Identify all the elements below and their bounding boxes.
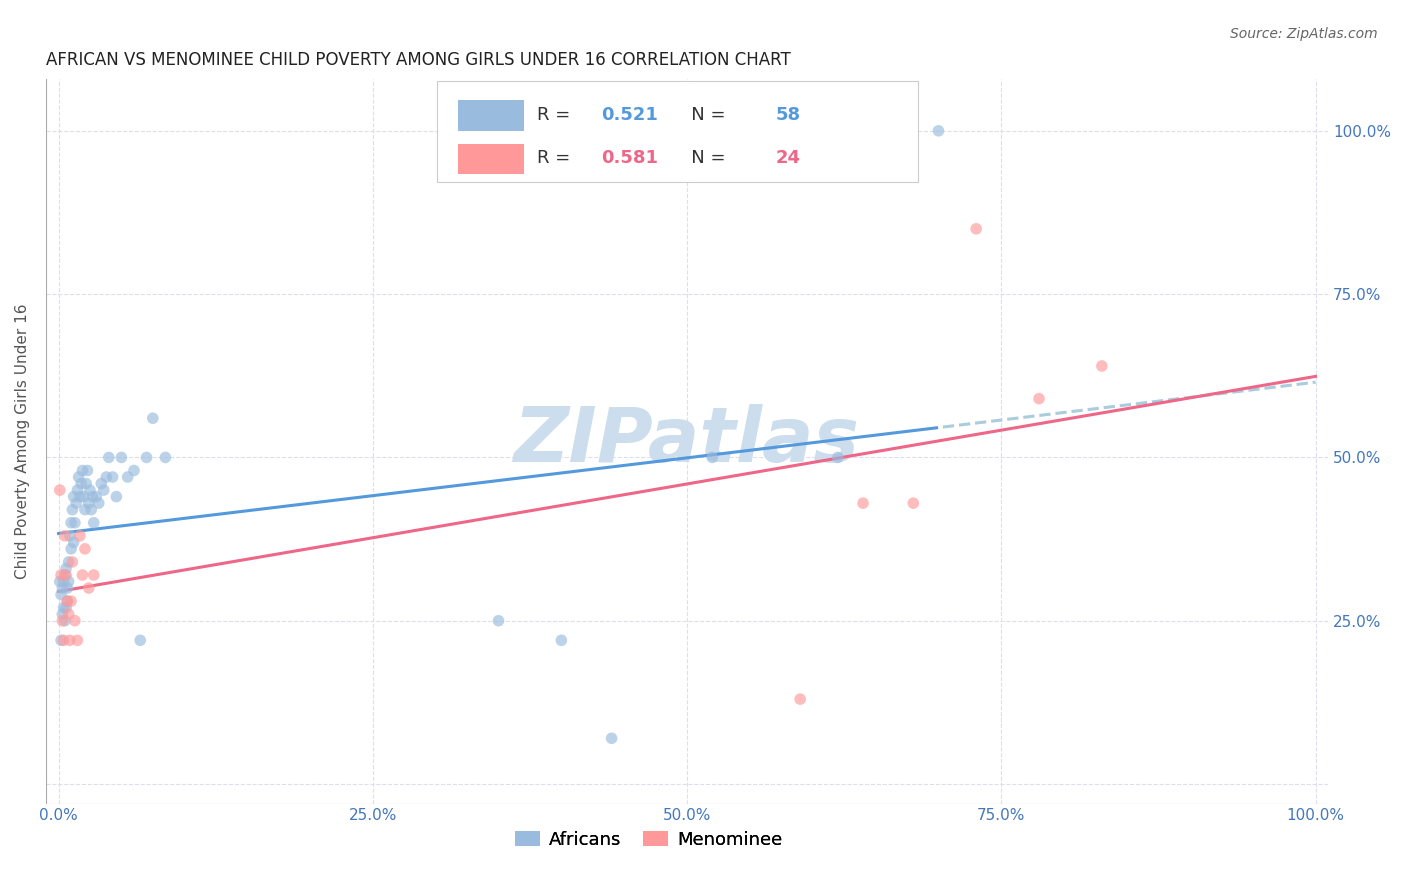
Point	[52, 574, 75, 589]
Point	[63, 516, 86, 530]
Point	[79, 483, 101, 497]
Point	[67, 470, 90, 484]
Point	[63, 614, 86, 628]
Point	[66, 633, 89, 648]
Point	[72, 463, 94, 477]
Point	[73, 490, 96, 504]
Point	[53, 568, 76, 582]
Point	[135, 450, 157, 465]
Point	[69, 529, 91, 543]
Point	[58, 555, 80, 569]
Point	[49, 633, 72, 648]
Point	[56, 594, 79, 608]
Point	[59, 633, 82, 648]
Point	[49, 574, 72, 589]
Point	[58, 607, 80, 622]
Point	[488, 614, 510, 628]
Point	[73, 502, 96, 516]
Point	[110, 450, 132, 465]
FancyBboxPatch shape	[457, 144, 524, 174]
Point	[101, 470, 124, 484]
Point	[60, 516, 83, 530]
Point	[49, 483, 72, 497]
Point	[55, 600, 77, 615]
Point	[62, 490, 84, 504]
Point	[827, 450, 849, 465]
Point	[117, 470, 139, 484]
Point	[66, 483, 89, 497]
Point	[65, 496, 87, 510]
Point	[60, 555, 83, 569]
Point	[600, 731, 623, 746]
Point	[62, 535, 84, 549]
Point	[51, 607, 73, 622]
Point	[87, 496, 110, 510]
Point	[83, 516, 105, 530]
Point	[75, 476, 97, 491]
FancyBboxPatch shape	[457, 100, 524, 131]
Point	[52, 633, 75, 648]
Point	[69, 490, 91, 504]
Point	[51, 614, 73, 628]
Point	[55, 561, 77, 575]
Text: Source: ZipAtlas.com: Source: ZipAtlas.com	[1230, 27, 1378, 41]
Point	[53, 529, 76, 543]
Point	[80, 502, 103, 516]
Point	[73, 541, 96, 556]
Point	[83, 568, 105, 582]
Point	[51, 581, 73, 595]
Point	[142, 411, 165, 425]
Point	[77, 496, 100, 510]
Point	[60, 594, 83, 608]
Point	[60, 541, 83, 556]
Point	[55, 568, 77, 582]
Point	[155, 450, 177, 465]
Point	[84, 490, 107, 504]
Point	[965, 222, 987, 236]
Point	[789, 692, 811, 706]
Text: R =: R =	[537, 149, 576, 168]
Point	[550, 633, 572, 648]
Point	[852, 496, 875, 510]
Point	[59, 529, 82, 543]
Text: 0.581: 0.581	[602, 149, 658, 168]
Point	[49, 588, 72, 602]
Point	[49, 568, 72, 582]
Point	[77, 581, 100, 595]
Point	[702, 450, 724, 465]
Text: 58: 58	[776, 106, 800, 124]
Point	[56, 581, 79, 595]
Point	[129, 633, 152, 648]
Text: R =: R =	[537, 106, 576, 124]
Point	[1091, 359, 1114, 373]
Text: ZIPatlas: ZIPatlas	[515, 404, 860, 478]
Point	[1028, 392, 1050, 406]
Point	[122, 463, 145, 477]
Text: AFRICAN VS MENOMINEE CHILD POVERTY AMONG GIRLS UNDER 16 CORRELATION CHART: AFRICAN VS MENOMINEE CHILD POVERTY AMONG…	[46, 51, 790, 69]
Text: N =: N =	[675, 149, 731, 168]
Point	[58, 574, 80, 589]
Point	[60, 502, 83, 516]
Point	[105, 490, 128, 504]
FancyBboxPatch shape	[437, 81, 918, 182]
Point	[927, 124, 949, 138]
Y-axis label: Child Poverty Among Girls Under 16: Child Poverty Among Girls Under 16	[15, 303, 30, 579]
Legend: Africans, Menominee: Africans, Menominee	[508, 824, 790, 856]
Point	[70, 476, 93, 491]
Text: 0.521: 0.521	[602, 106, 658, 124]
Point	[76, 463, 98, 477]
Text: N =: N =	[675, 106, 731, 124]
Point	[82, 490, 104, 504]
Point	[53, 614, 76, 628]
Point	[90, 476, 112, 491]
Point	[96, 470, 118, 484]
Point	[93, 483, 115, 497]
Point	[97, 450, 120, 465]
Point	[903, 496, 925, 510]
Point	[52, 600, 75, 615]
Text: 24: 24	[776, 149, 800, 168]
Point	[72, 568, 94, 582]
Point	[56, 594, 79, 608]
